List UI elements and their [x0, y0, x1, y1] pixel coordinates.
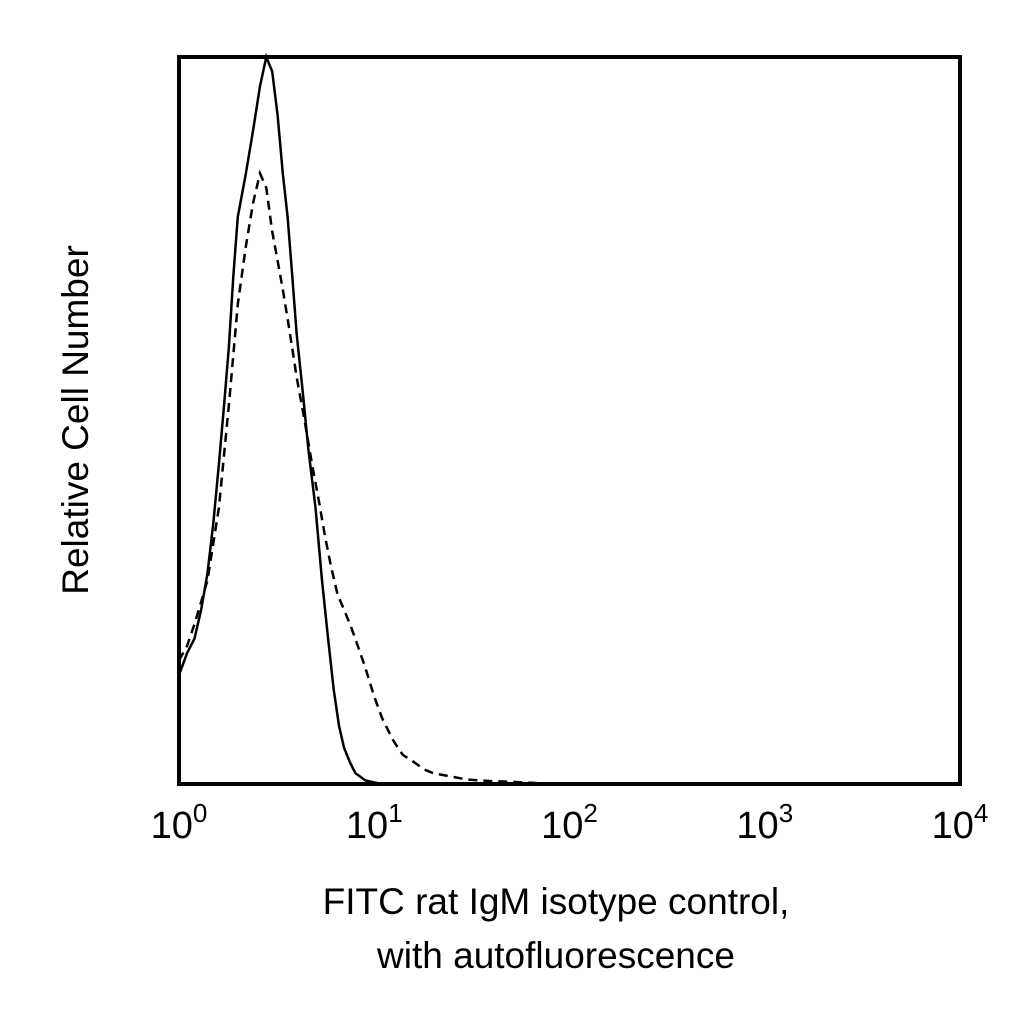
series-layer	[177, 52, 551, 786]
x-tick-label-4: 104	[932, 798, 989, 847]
series-2-dashed-line	[177, 169, 551, 786]
x-tick-label-2: 102	[541, 798, 598, 847]
x-tick-label-0: 100	[151, 798, 208, 847]
x-axis-label-line-1: FITC rat IgM isotype control,	[323, 881, 790, 922]
y-axis-label: Relative Cell Number	[55, 245, 96, 595]
plot-frame	[177, 55, 962, 786]
x-axis-label-line-2: with autofluorescence	[376, 935, 735, 976]
x-tick-labels: 100 101 102 103 104	[151, 798, 989, 847]
x-tick-label-3: 103	[736, 798, 793, 847]
x-tick-label-1: 101	[346, 798, 403, 847]
series-1-solid-line	[177, 52, 383, 786]
